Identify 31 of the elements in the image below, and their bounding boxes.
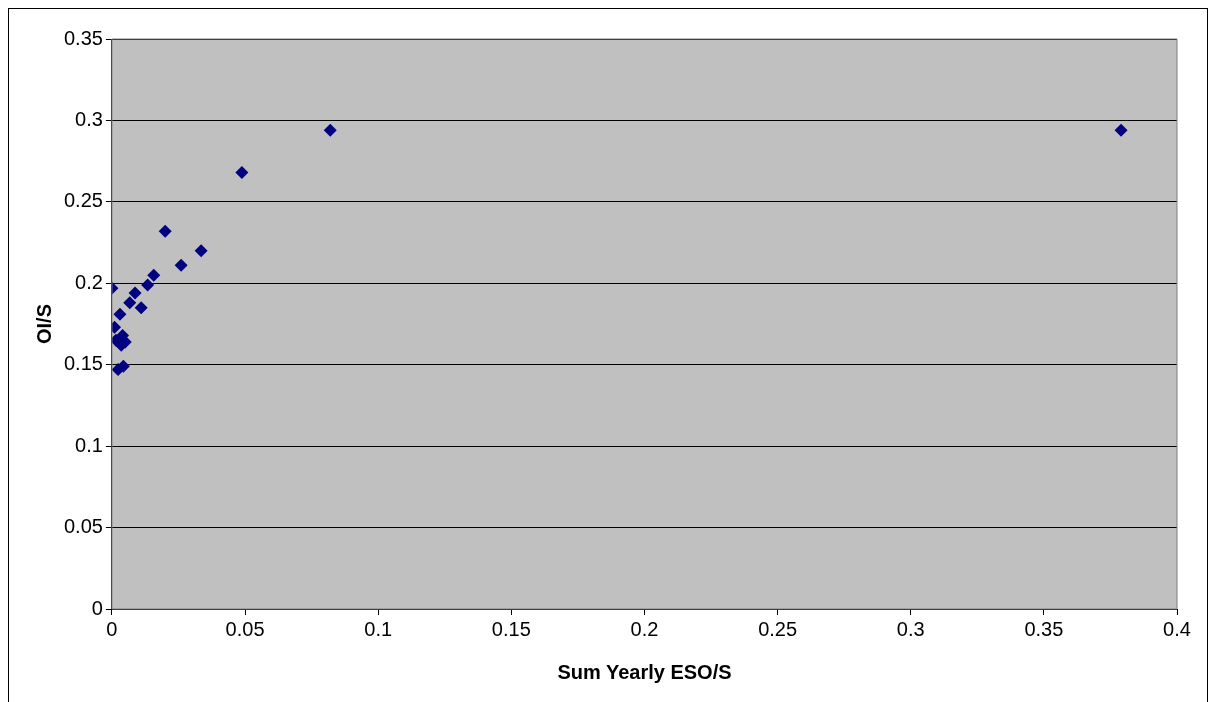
point [147, 268, 161, 282]
y-tick-label: 0.2 [75, 270, 103, 293]
x-tick-label: 0.05 [225, 617, 265, 640]
point [235, 166, 249, 180]
y-tick-label: 0.15 [63, 352, 103, 375]
y-tick-label: 0.25 [63, 189, 103, 212]
y-tick-label: 0.05 [63, 515, 103, 538]
point [323, 123, 337, 137]
x-tick-label: 0 [106, 617, 118, 640]
point [141, 278, 155, 292]
point [194, 244, 208, 258]
point [174, 258, 188, 272]
x-tick-label: 0.3 [896, 617, 925, 640]
point [123, 296, 137, 310]
y-tick-label: 0.35 [63, 26, 103, 49]
x-tick-label: 0.25 [758, 617, 798, 640]
x-tick-label: 0.35 [1024, 617, 1064, 640]
point [128, 286, 142, 300]
point [1114, 123, 1128, 137]
x-tick-label: 0.15 [491, 617, 531, 640]
point [113, 307, 127, 321]
x-tick-label: 0.1 [364, 617, 393, 640]
x-tick-label: 0.2 [630, 617, 659, 640]
y-tick-label: 0.3 [75, 107, 103, 130]
point [158, 224, 172, 238]
y-axis-title: OI/S [32, 303, 55, 345]
point [134, 301, 148, 315]
y-tick-label: 0 [91, 596, 103, 619]
x-axis-title: Sum Yearly ESO/S [557, 660, 732, 683]
x-tick-label: 0.4 [1163, 617, 1191, 640]
y-tick-label: 0.1 [75, 433, 103, 456]
